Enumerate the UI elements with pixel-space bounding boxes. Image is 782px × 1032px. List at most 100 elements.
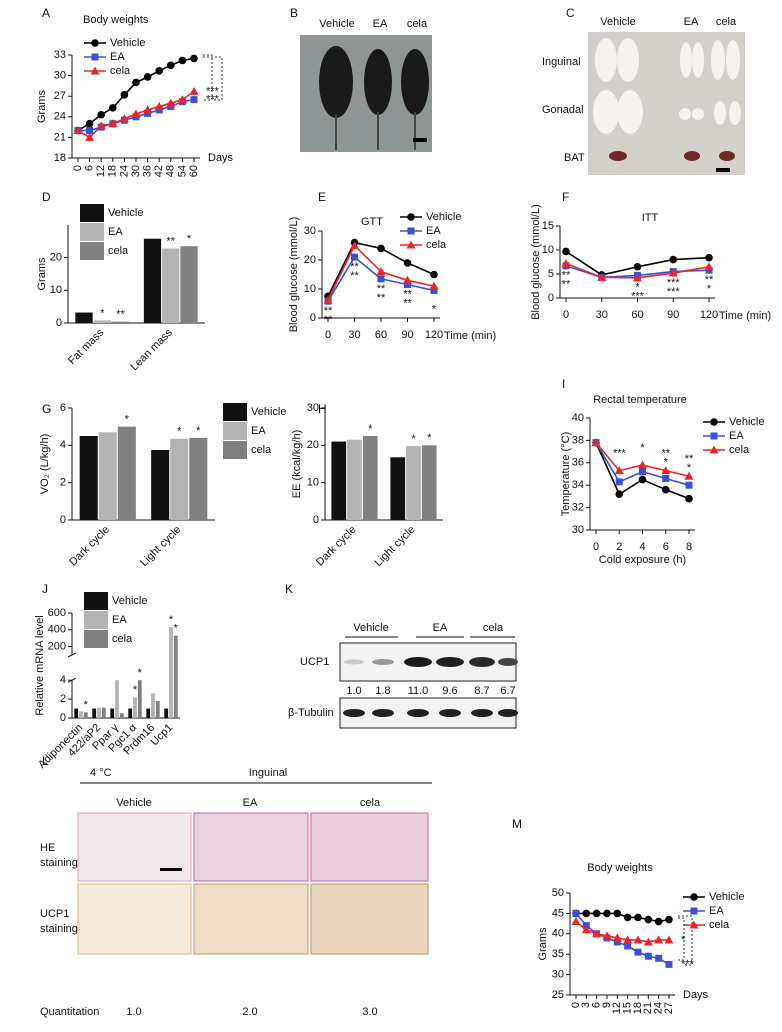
column-label: Vehicle <box>319 18 354 30</box>
significance: ** <box>324 305 333 317</box>
panel-label: K <box>285 582 293 596</box>
bar <box>115 680 119 718</box>
legend-label: Vehicle <box>426 211 461 223</box>
marker <box>669 255 678 264</box>
marker <box>665 915 673 924</box>
group-label: Vehicle <box>353 622 388 634</box>
quantitation-label: Quantitation <box>40 1006 99 1018</box>
significance: ** <box>324 314 333 326</box>
marker <box>684 471 694 480</box>
significance: ** <box>403 289 412 301</box>
y-tick-label: 0 <box>310 312 316 324</box>
column-label: Vehicle <box>600 16 635 28</box>
marker <box>612 933 622 942</box>
row-label: UCP1 <box>300 656 329 668</box>
legend-swatch <box>80 242 104 260</box>
legend-label: cela <box>426 239 447 251</box>
legend-label: EA <box>729 430 744 442</box>
bar <box>162 248 180 323</box>
x-tick-label: Lean mass <box>128 326 175 373</box>
row-label: staining <box>40 923 78 935</box>
mouse-photo <box>300 35 432 152</box>
marker <box>109 104 117 112</box>
significance: * <box>681 934 686 946</box>
y-tick-label: 18 <box>54 152 66 164</box>
marker <box>603 909 611 918</box>
legend-label: cela <box>108 245 129 257</box>
significance: * <box>687 462 692 474</box>
marker <box>571 917 581 926</box>
y-tick-label: 20 <box>50 252 62 264</box>
y-tick-label: 10 <box>542 244 554 256</box>
marker <box>592 929 602 938</box>
x-tick-label: 48 <box>165 165 177 177</box>
marker <box>655 954 663 962</box>
x-tick-label: 90 <box>401 329 413 341</box>
marker <box>143 105 153 114</box>
marker <box>131 109 141 118</box>
significance: *** <box>667 277 681 289</box>
tissue-label: Inguinal <box>249 767 288 779</box>
column-label: EA <box>684 16 699 28</box>
x-tick-label: 60 <box>375 329 387 341</box>
marker <box>668 268 678 277</box>
x-tick-label: 30 <box>596 309 608 321</box>
legend-label: Vehicle <box>108 207 143 219</box>
quantitation: 2.0 <box>242 1006 257 1018</box>
bracket <box>203 54 223 101</box>
bar <box>164 708 169 718</box>
marker <box>633 273 642 282</box>
legend-label: cela <box>709 919 730 931</box>
marker <box>710 418 718 426</box>
x-tick-label: Dark cycle <box>314 524 359 569</box>
significance: *** <box>667 286 681 298</box>
y-axis-label: VO₂ (L/kg/h) <box>39 434 51 495</box>
marker <box>623 935 633 944</box>
marker <box>119 114 129 123</box>
significance: * <box>640 442 645 454</box>
y-tick-label: 200 <box>48 641 66 653</box>
marker <box>406 240 416 249</box>
legend-label: Vehicle <box>110 37 145 49</box>
marker <box>429 281 439 290</box>
x-tick-label: 18 <box>632 1002 644 1014</box>
marker <box>690 907 698 915</box>
marker <box>633 935 643 944</box>
series-line <box>575 920 669 943</box>
y-tick-label: 600 <box>48 607 66 619</box>
x-tick-label: 9 <box>601 1002 613 1008</box>
marker <box>85 119 94 128</box>
y-tick-label: 10 <box>50 284 62 296</box>
y-tick-label: 20 <box>307 439 319 451</box>
x-tick-label: 8 <box>686 541 692 553</box>
legend-label: Vehicle <box>251 406 286 418</box>
marker <box>377 244 385 253</box>
marker <box>120 91 129 99</box>
marker <box>189 86 199 95</box>
y-tick-label: 27 <box>54 90 66 102</box>
panel-label: H <box>318 402 327 416</box>
x-tick-label: 6 <box>591 1002 603 1008</box>
marker <box>634 948 642 956</box>
series-line <box>576 912 670 923</box>
significance: * <box>84 699 89 711</box>
marker <box>404 281 411 289</box>
significance: *** <box>681 958 695 970</box>
marker <box>190 96 198 104</box>
significance: * <box>174 623 179 635</box>
x-tick-label: 12 <box>95 165 107 177</box>
marker <box>572 909 580 917</box>
marker <box>633 263 642 271</box>
row-label: BAT <box>564 152 585 164</box>
bar <box>362 436 378 520</box>
x-tick-label: 0 <box>72 165 84 171</box>
row-label: UCP1 <box>40 908 69 920</box>
marker <box>689 920 699 929</box>
significance: * <box>635 282 640 294</box>
y-tick-label: 6 <box>60 402 66 414</box>
marker <box>377 275 385 283</box>
significance: * <box>432 303 437 315</box>
bar <box>151 693 155 718</box>
y-tick-label: 30 <box>54 70 66 82</box>
